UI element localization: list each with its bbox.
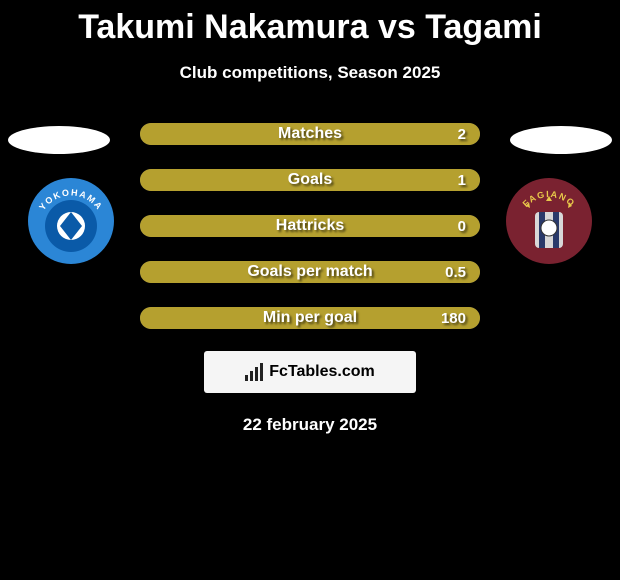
player-left-placeholder: [8, 126, 110, 154]
brand-text: FcTables.com: [269, 363, 375, 381]
footer-date: 22 february 2025: [0, 415, 620, 435]
stat-label: Min per goal: [263, 309, 357, 327]
stat-row: Goals 1: [140, 169, 480, 191]
stat-label: Hattricks: [276, 217, 344, 235]
chart-icon: [245, 363, 263, 381]
stat-row: Goals per match 0.5: [140, 261, 480, 283]
stat-label: Goals per match: [247, 263, 372, 281]
stat-value: 180: [441, 310, 466, 327]
brand-logo: FcTables.com: [204, 351, 416, 393]
stat-label: Matches: [278, 125, 342, 143]
player-right-placeholder: [510, 126, 612, 154]
stat-row: Matches 2: [140, 123, 480, 145]
stat-value: 0: [458, 218, 466, 235]
stat-value: 0.5: [445, 264, 466, 281]
team-badge-left: YOKOHAMA: [28, 178, 114, 264]
page-title: Takumi Nakamura vs Tagami: [0, 0, 620, 47]
stat-value: 2: [458, 126, 466, 143]
team-badge-right: FAGIANO: [506, 178, 592, 264]
stat-row: Min per goal 180: [140, 307, 480, 329]
stat-label: Goals: [288, 171, 332, 189]
page-subtitle: Club competitions, Season 2025: [0, 63, 620, 83]
stat-value: 1: [458, 172, 466, 189]
stat-row: Hattricks 0: [140, 215, 480, 237]
